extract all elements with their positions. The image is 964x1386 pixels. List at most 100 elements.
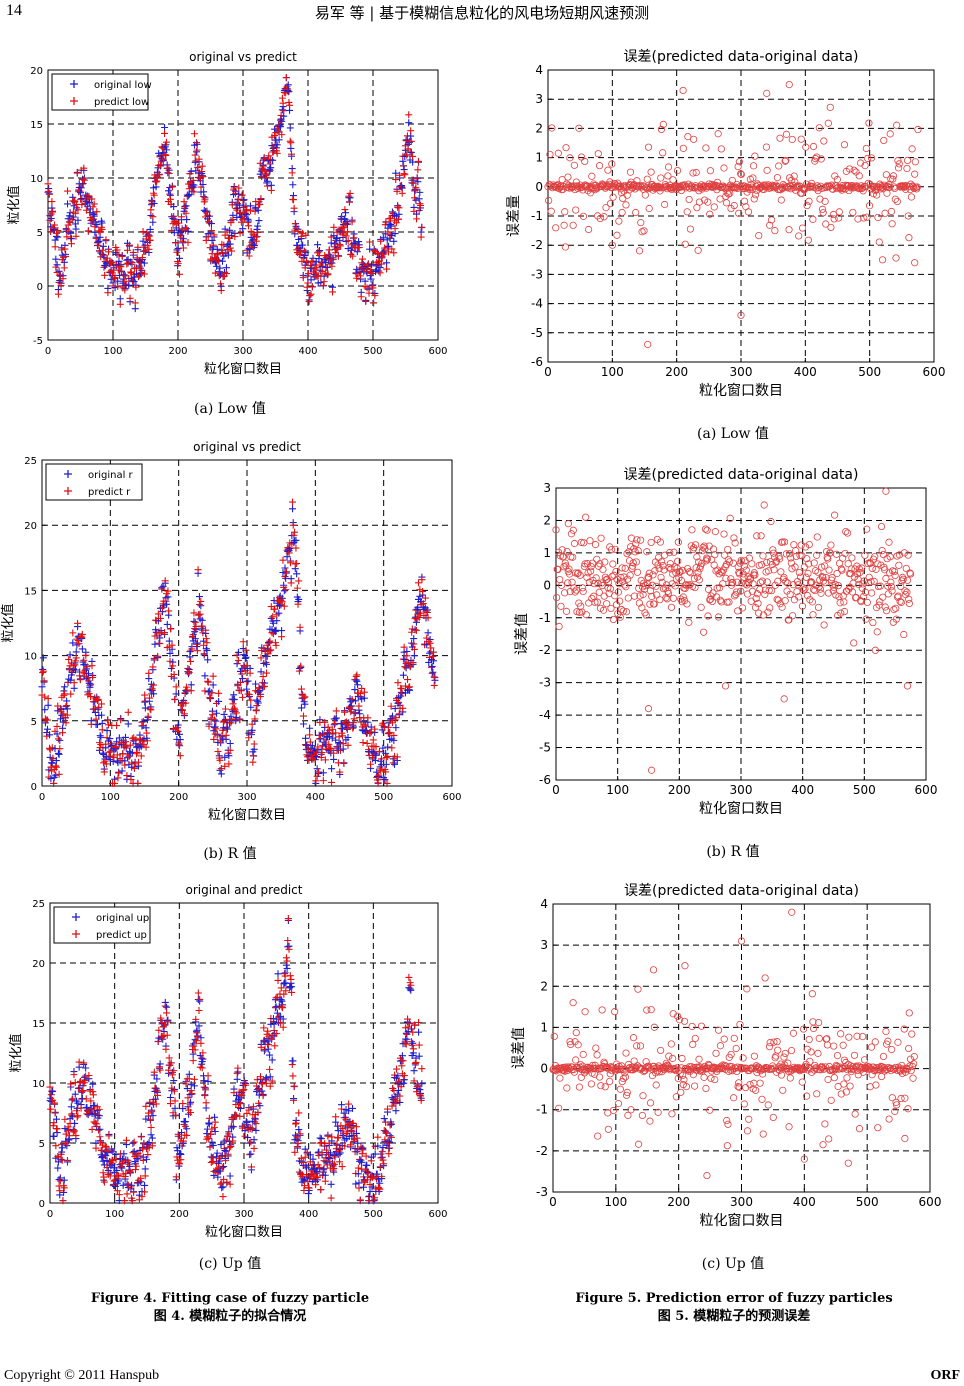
predict-point <box>70 1071 78 1079</box>
predict-point <box>341 206 349 214</box>
error-point <box>706 595 715 603</box>
original-point <box>392 724 400 732</box>
error-point <box>844 560 852 568</box>
original-point <box>265 638 273 646</box>
predict-point <box>98 1141 106 1149</box>
predict-point <box>353 274 361 282</box>
predict-point <box>166 190 174 198</box>
error-point <box>649 571 657 579</box>
predict-point <box>286 972 294 980</box>
predict-point <box>78 630 86 638</box>
error-point <box>732 588 740 596</box>
chart-title: 误差(predicted data-original data) <box>624 49 859 65</box>
predict-point <box>192 1037 200 1045</box>
error-point <box>700 542 708 550</box>
original-point <box>399 671 407 679</box>
original-point <box>334 1122 342 1130</box>
predict-point <box>63 702 71 710</box>
predict-point <box>198 1054 206 1062</box>
predict-point <box>177 213 185 221</box>
predict-point <box>156 640 164 648</box>
original-point <box>128 1181 136 1189</box>
predict-point <box>280 107 288 115</box>
legend-marker <box>70 80 78 88</box>
predict-point <box>69 1128 77 1136</box>
error-point <box>784 579 792 587</box>
x-tick-label: 500 <box>364 1209 383 1220</box>
y-tick-label: -4 <box>531 297 543 311</box>
predict-point <box>89 203 97 211</box>
predict-point <box>131 299 139 307</box>
predict-point <box>167 625 175 633</box>
predict-point <box>317 1186 325 1194</box>
predict-point <box>222 1136 230 1144</box>
predict-point <box>153 1087 161 1095</box>
predict-point <box>184 238 192 246</box>
predict-point <box>379 719 387 727</box>
original-point <box>71 1119 79 1127</box>
predict-point <box>89 1091 97 1099</box>
error-point <box>831 580 839 589</box>
predict-point <box>338 1105 346 1113</box>
running-title: 易军 等 | 基于模糊信息粒化的风电场短期风速预测 <box>314 4 650 22</box>
predict-point <box>114 266 122 274</box>
error-point <box>574 570 582 578</box>
original-point <box>209 681 217 689</box>
error-point <box>903 588 911 596</box>
predict-point <box>242 1081 250 1089</box>
predict-point <box>399 704 407 712</box>
error-point <box>688 526 696 534</box>
error-point <box>602 204 610 212</box>
original-point <box>211 1128 219 1136</box>
error-point <box>760 501 768 509</box>
predict-point <box>307 290 315 298</box>
predict-point <box>91 1119 99 1127</box>
original-point <box>208 1138 216 1146</box>
error-point <box>855 580 863 589</box>
error-point <box>819 209 827 217</box>
predict-point <box>211 716 218 724</box>
predict-point <box>405 973 413 981</box>
x-tick-label: 500 <box>856 1195 879 1209</box>
predict-point <box>371 725 379 733</box>
error-point <box>913 183 921 191</box>
predict-point <box>329 288 337 296</box>
original-point <box>149 1112 157 1120</box>
predict-point <box>297 232 305 240</box>
predict-point <box>304 753 312 761</box>
predict-point <box>139 227 147 235</box>
error-point <box>622 608 631 616</box>
original-point <box>273 141 281 149</box>
original-point <box>283 553 291 561</box>
predict-point <box>205 722 213 730</box>
predict-point <box>85 1071 93 1079</box>
predict-point <box>212 725 220 733</box>
error-point <box>595 588 603 596</box>
predict-point <box>199 1049 207 1057</box>
error-point <box>633 536 641 544</box>
error-point <box>848 588 857 596</box>
original-point <box>239 675 247 683</box>
original-point <box>430 657 438 665</box>
predict-point <box>237 1090 245 1098</box>
error-point <box>861 551 869 559</box>
predict-point <box>271 132 279 140</box>
original-point <box>289 505 297 513</box>
predict-point <box>260 1024 268 1032</box>
original-point <box>398 1052 406 1060</box>
predict-point <box>278 633 286 641</box>
original-point <box>185 192 193 200</box>
predict-point <box>144 1109 152 1117</box>
original-point <box>205 1119 213 1127</box>
y-tick-label: -2 <box>539 643 551 657</box>
predict-point <box>277 984 285 992</box>
original-point <box>381 776 389 784</box>
predict-point <box>407 127 415 135</box>
predict-point <box>349 719 357 727</box>
predict-point <box>127 776 135 784</box>
predict-point <box>74 1112 82 1120</box>
predict-point <box>325 740 333 748</box>
error-point <box>641 582 650 590</box>
predict-point <box>137 752 145 760</box>
predict-point <box>430 681 438 689</box>
